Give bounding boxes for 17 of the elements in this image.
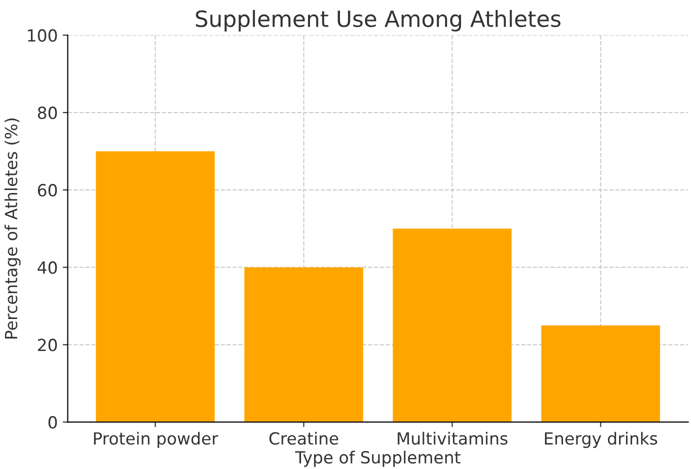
bar [392, 228, 512, 422]
x-tick-label: Creatine [269, 432, 338, 445]
chart-title: Supplement Use Among Athletes [196, 10, 560, 32]
y-tick-label: 60 [38, 184, 57, 197]
y-tick-label: 40 [38, 261, 57, 274]
bar [96, 151, 215, 422]
bar [541, 325, 660, 422]
y-tick-label: 80 [38, 106, 57, 120]
bar [244, 267, 364, 422]
x-tick-label: Protein powder [94, 432, 218, 448]
x-axis-title: Type of Supplement [295, 450, 460, 467]
y-axis-title: Percentage of Athletes (%) [4, 118, 21, 339]
y-tick-label: 20 [38, 338, 57, 352]
y-tick-label: 100 [28, 29, 57, 42]
x-tick-label: Multivitamins [398, 432, 508, 445]
y-tick-label: 0 [48, 416, 57, 429]
x-tick-label: Energy drinks [544, 432, 658, 448]
